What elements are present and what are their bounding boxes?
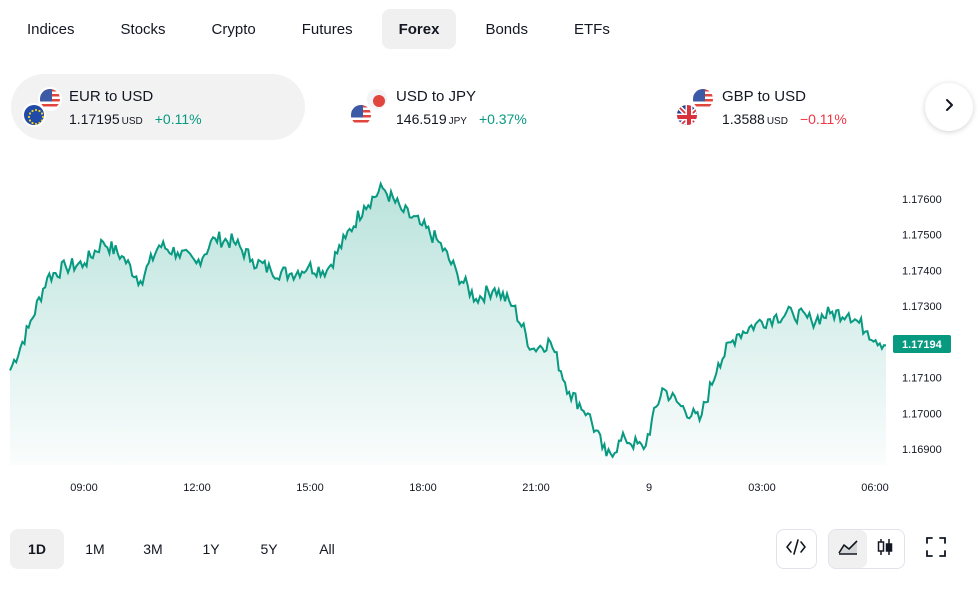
range-5y[interactable]: 5Y <box>260 541 278 557</box>
y-tick-label: 1.17400 <box>902 265 942 277</box>
tab-forex[interactable]: Forex <box>381 9 457 49</box>
symbol-title: GBP to USD <box>722 87 806 105</box>
price-change: −0.11% <box>799 110 847 127</box>
tab-futures[interactable]: Futures <box>301 20 353 38</box>
y-tick-label: 1.17000 <box>902 408 942 420</box>
last-price-tag: 1.17194 <box>893 335 951 353</box>
symbol-cards: EUR to USD 1.17195 USD +0.11% USD to JPY… <box>11 74 971 140</box>
x-tick-label: 03:00 <box>748 482 776 494</box>
symbol-card-gbpusd[interactable]: GBP to USD 1.3588 USD −0.11% <box>664 74 924 140</box>
currency-pair-flags <box>675 87 715 127</box>
price-unit: USD <box>121 115 143 127</box>
x-axis: 09:00 12:00 15:00 18:00 21:00 9 03:00 06:00 <box>70 482 889 494</box>
tab-etfs[interactable]: ETFs <box>574 20 610 38</box>
uk-flag-icon <box>675 103 699 127</box>
x-tick-label: 06:00 <box>861 482 889 494</box>
x-tick-label: 09:00 <box>70 482 98 494</box>
x-tick-label: 12:00 <box>183 482 211 494</box>
range-1m[interactable]: 1M <box>85 541 105 557</box>
y-tick-label: 1.17300 <box>902 301 942 313</box>
range-3m[interactable]: 3M <box>143 541 163 557</box>
x-tick-label: 21:00 <box>522 482 550 494</box>
symbol-card-eurusd[interactable]: EUR to USD 1.17195 USD +0.11% <box>11 74 305 140</box>
jp-flag-icon <box>365 87 389 111</box>
code-icon <box>785 538 807 561</box>
symbol-card-usdjpy[interactable]: USD to JPY 146.519 JPY +0.37% <box>338 74 628 140</box>
tab-bonds[interactable]: Bonds <box>485 20 528 38</box>
embed-button[interactable] <box>777 530 815 568</box>
time-range-selector: 1D 1M 3M 1Y 5Y All <box>10 529 358 569</box>
x-tick-label: 15:00 <box>296 482 324 494</box>
eu-flag-icon <box>22 103 46 127</box>
next-symbols-button[interactable] <box>925 83 973 131</box>
chart-type-group <box>828 529 905 569</box>
chart-canvas: 1.17600 1.17500 1.17400 1.17300 1.17100 1.170… <box>9 180 951 494</box>
us-flag-icon <box>349 103 373 127</box>
currency-pair-flags <box>22 87 62 127</box>
range-1d[interactable]: 1D <box>10 529 64 569</box>
area-chart-icon <box>837 538 859 561</box>
x-tick-label: 18:00 <box>409 482 437 494</box>
us-flag-icon <box>691 87 715 111</box>
y-tick-label: 1.17500 <box>902 230 942 242</box>
last-price-tag-bg <box>893 335 951 353</box>
y-tick-label: 1.17600 <box>902 194 942 206</box>
symbol-price: 146.519 <box>396 110 447 127</box>
candlestick-chart-button[interactable] <box>867 530 905 568</box>
chevron-right-icon <box>942 98 956 117</box>
symbol-title: USD to JPY <box>396 87 477 105</box>
tab-crypto[interactable]: Crypto <box>211 20 256 38</box>
market-tabs: Indices Stocks Crypto Futures Forex Bond… <box>10 9 639 49</box>
us-flag-icon <box>38 87 62 111</box>
range-1y[interactable]: 1Y <box>202 541 220 557</box>
price-unit: JPY <box>448 115 467 127</box>
price-change: +0.11% <box>154 110 202 127</box>
last-price-label: 1.17194 <box>902 339 943 351</box>
y-tick-label: 1.17100 <box>902 373 942 385</box>
candlestick-icon <box>874 537 896 562</box>
price-unit: USD <box>766 115 788 127</box>
price-line <box>9 180 887 459</box>
tab-stocks[interactable]: Stocks <box>120 20 166 38</box>
fullscreen-button[interactable] <box>917 530 955 568</box>
fullscreen-group <box>916 529 957 569</box>
tab-indices[interactable]: Indices <box>27 20 75 38</box>
y-tick-label: 1.16900 <box>902 444 942 456</box>
currency-pair-flags <box>349 87 389 127</box>
x-tick-label: 9 <box>646 482 652 494</box>
range-all[interactable]: All <box>319 541 335 557</box>
embed-group <box>776 529 817 569</box>
price-chart[interactable]: 1.17600 1.17500 1.17400 1.17300 1.17100 1.170… <box>0 160 979 505</box>
area-chart-button[interactable] <box>829 530 867 568</box>
fullscreen-icon <box>925 536 947 563</box>
price-change: +0.37% <box>478 110 527 127</box>
symbol-price: 1.17195 <box>69 110 120 127</box>
symbol-price: 1.3588 <box>722 110 765 127</box>
y-axis: 1.17600 1.17500 1.17400 1.17300 1.17100 1.170… <box>902 194 942 456</box>
symbol-title: EUR to USD <box>69 87 154 105</box>
